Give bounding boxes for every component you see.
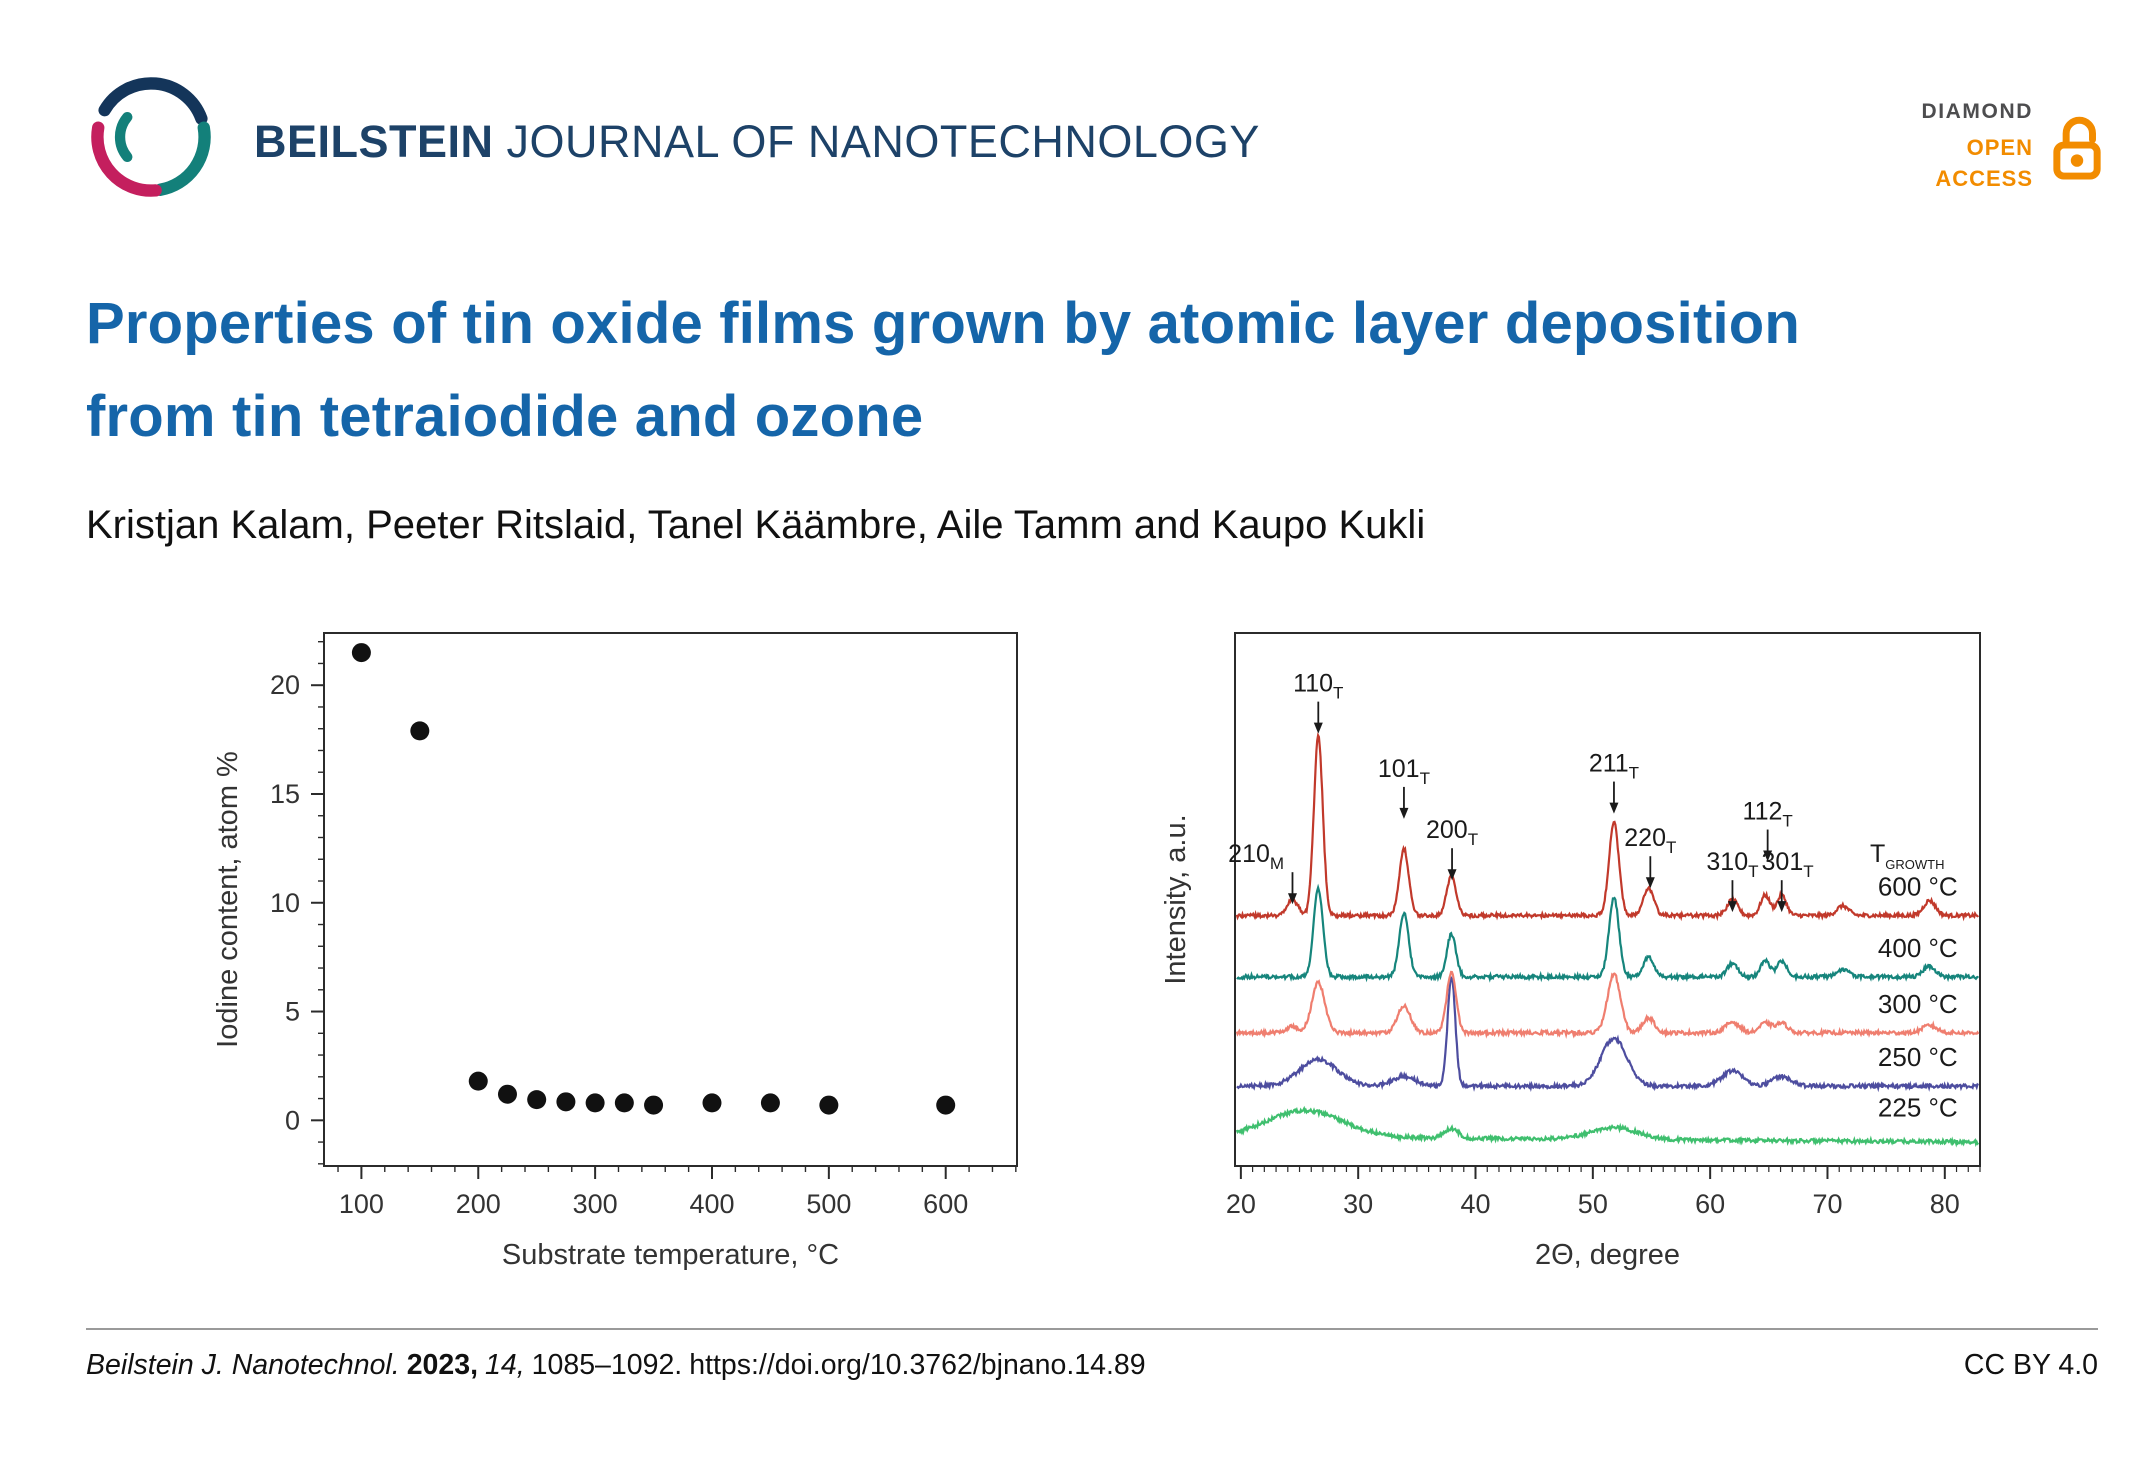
iodine-scatter-svg: 100 200 300 400 500 600 0 5 10 15 20 Substrate temp… (212, 632, 1018, 1271)
citation-volume: 14, (485, 1349, 525, 1381)
svg-text:60: 60 (1695, 1189, 1725, 1219)
xrd-svg: 20 30 40 50 60 70 80 2Θ, degree Intensity, a.u. 2… (1160, 632, 1981, 1271)
svg-text:15: 15 (270, 779, 300, 809)
svg-text:0: 0 (285, 1105, 300, 1135)
svg-text:300 °C: 300 °C (1878, 989, 1958, 1019)
beilstein-logo-svg (91, 77, 211, 197)
citation-year: 2023, (406, 1349, 479, 1381)
footer: Beilstein J. Nanotechnol. 2023, 14, 1085–10… (86, 1349, 2098, 1382)
svg-text:2Θ, degree: 2Θ, degree (1535, 1239, 1680, 1271)
svg-text:211T: 211T (1589, 750, 1639, 783)
page-title-line1: Properties of tin oxide films grown by a… (86, 291, 1801, 356)
svg-text:30: 30 (1343, 1189, 1373, 1219)
page-title: Properties of tin oxide films grown by a… (86, 277, 1800, 463)
svg-text:20: 20 (270, 670, 300, 700)
svg-text:Intensity, a.u.: Intensity, a.u. (1160, 814, 1192, 984)
svg-text:50: 50 (1578, 1189, 1608, 1219)
open-access-badge: DIAMOND OPEN ACCESS (1921, 100, 2108, 194)
authors-line: Kristjan Kalam, Peeter Ritslaid, Tanel K… (86, 503, 1426, 547)
svg-text:200: 200 (456, 1189, 501, 1219)
svg-text:101T: 101T (1378, 755, 1430, 788)
svg-text:600 °C: 600 °C (1878, 871, 1958, 901)
svg-text:400 °C: 400 °C (1878, 933, 1958, 963)
badge-open-label: OPEN (1966, 135, 2033, 160)
lock-icon-svg (2053, 116, 2101, 180)
svg-text:TGROWTH: TGROWTH (1870, 840, 1945, 872)
page-title-line2: from tin tetraiodide and ozone (86, 384, 924, 449)
svg-text:Iodine content, atom %: Iodine content, atom % (212, 751, 244, 1048)
license-label[interactable]: CC BY 4.0 (1963, 1349, 2098, 1381)
svg-text:40: 40 (1460, 1189, 1490, 1219)
svg-text:220T: 220T (1624, 824, 1676, 857)
svg-text:301T: 301T (1762, 848, 1814, 881)
journal-name-rest: JOURNAL OF NANOTECHNOLOGY (493, 116, 1260, 167)
open-access-lock-icon (2046, 103, 2108, 191)
svg-text:5: 5 (285, 997, 300, 1027)
svg-text:Substrate temperature, °C: Substrate temperature, °C (502, 1239, 839, 1271)
journal-name-bold: BEILSTEIN (254, 116, 494, 167)
svg-text:250 °C: 250 °C (1878, 1042, 1958, 1072)
svg-text:210M: 210M (1228, 840, 1284, 873)
svg-text:500: 500 (806, 1189, 851, 1219)
svg-text:112T: 112T (1743, 798, 1793, 831)
svg-text:20: 20 (1226, 1189, 1256, 1219)
badge-access-label: ACCESS (1935, 166, 2033, 191)
svg-text:225 °C: 225 °C (1878, 1093, 1958, 1123)
svg-text:10: 10 (270, 888, 300, 918)
badge-diamond-label: DIAMOND (1921, 100, 2033, 123)
citation-pages: 1085–1092. (531, 1349, 683, 1381)
svg-text:80: 80 (1930, 1189, 1960, 1219)
svg-text:100: 100 (339, 1189, 384, 1219)
open-access-badge-text: DIAMOND OPEN ACCESS (1921, 100, 2033, 194)
svg-text:70: 70 (1812, 1189, 1842, 1219)
svg-text:110T: 110T (1293, 670, 1343, 703)
iodine-content-chart: 100 200 300 400 500 600 0 5 10 15 20 Substrate temp… (165, 600, 1065, 1290)
svg-text:600: 600 (923, 1189, 968, 1219)
beilstein-logo-icon (84, 70, 218, 204)
journal-name: BEILSTEIN JOURNAL OF NANOTECHNOLOGY (254, 116, 1260, 168)
svg-text:300: 300 (573, 1189, 618, 1219)
svg-text:310T: 310T (1706, 848, 1758, 881)
footer-divider (86, 1328, 2098, 1330)
xrd-pattern-chart: 20 30 40 50 60 70 80 2Θ, degree Intensity, a.u. 2… (1155, 600, 2115, 1290)
svg-text:400: 400 (689, 1189, 734, 1219)
citation: Beilstein J. Nanotechnol. 2023, 14, 1085–10… (86, 1349, 1153, 1382)
citation-journal: Beilstein J. Nanotechnol. (86, 1349, 400, 1381)
citation-doi-link[interactable]: https://doi.org/10.3762/bjnano.14.89 (689, 1349, 1146, 1381)
svg-text:200T: 200T (1426, 816, 1478, 849)
